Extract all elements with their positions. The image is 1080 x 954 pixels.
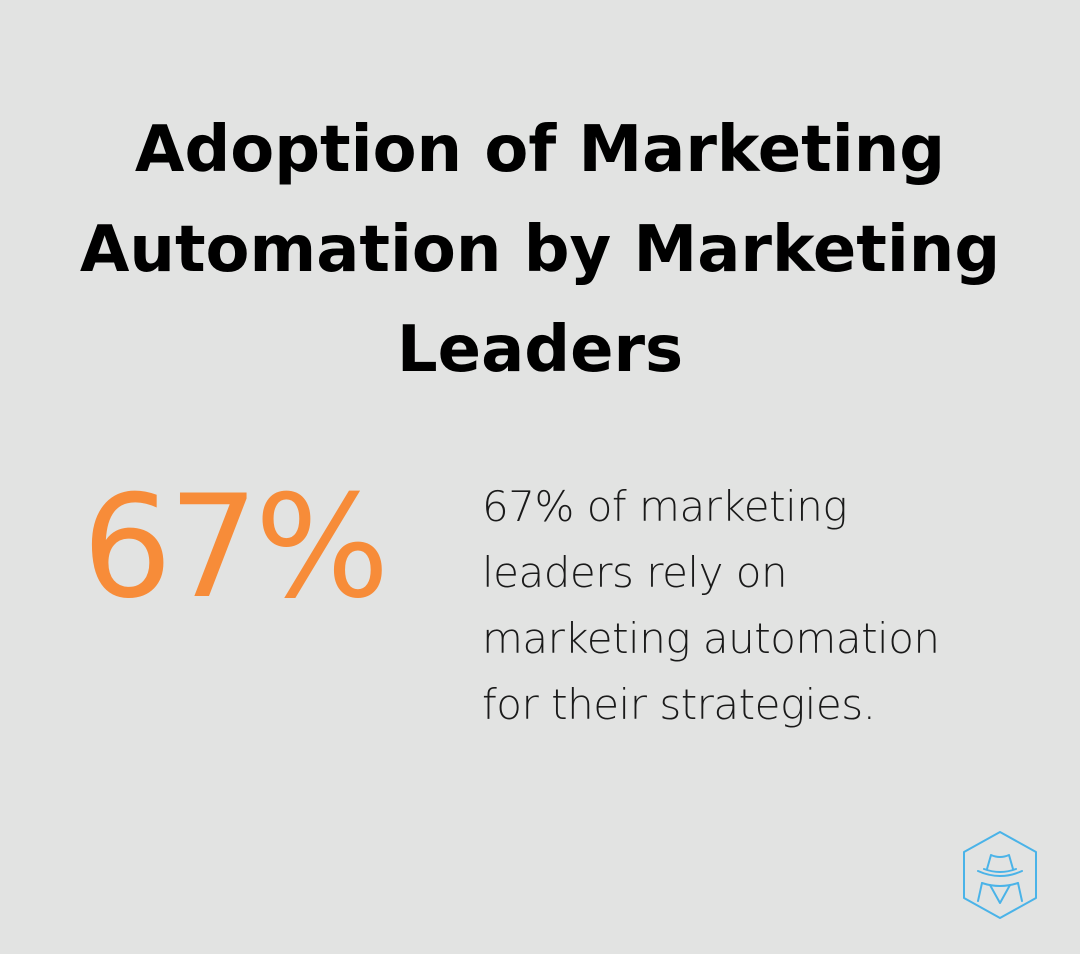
hexagon-detective-icon xyxy=(963,831,1037,919)
stat-description: 67% of marketing leaders rely on marketi… xyxy=(482,482,940,729)
infographic-title: Adoption of Marketing Automation by Mark… xyxy=(79,113,1001,387)
stat-percentage: 67% xyxy=(82,465,390,630)
